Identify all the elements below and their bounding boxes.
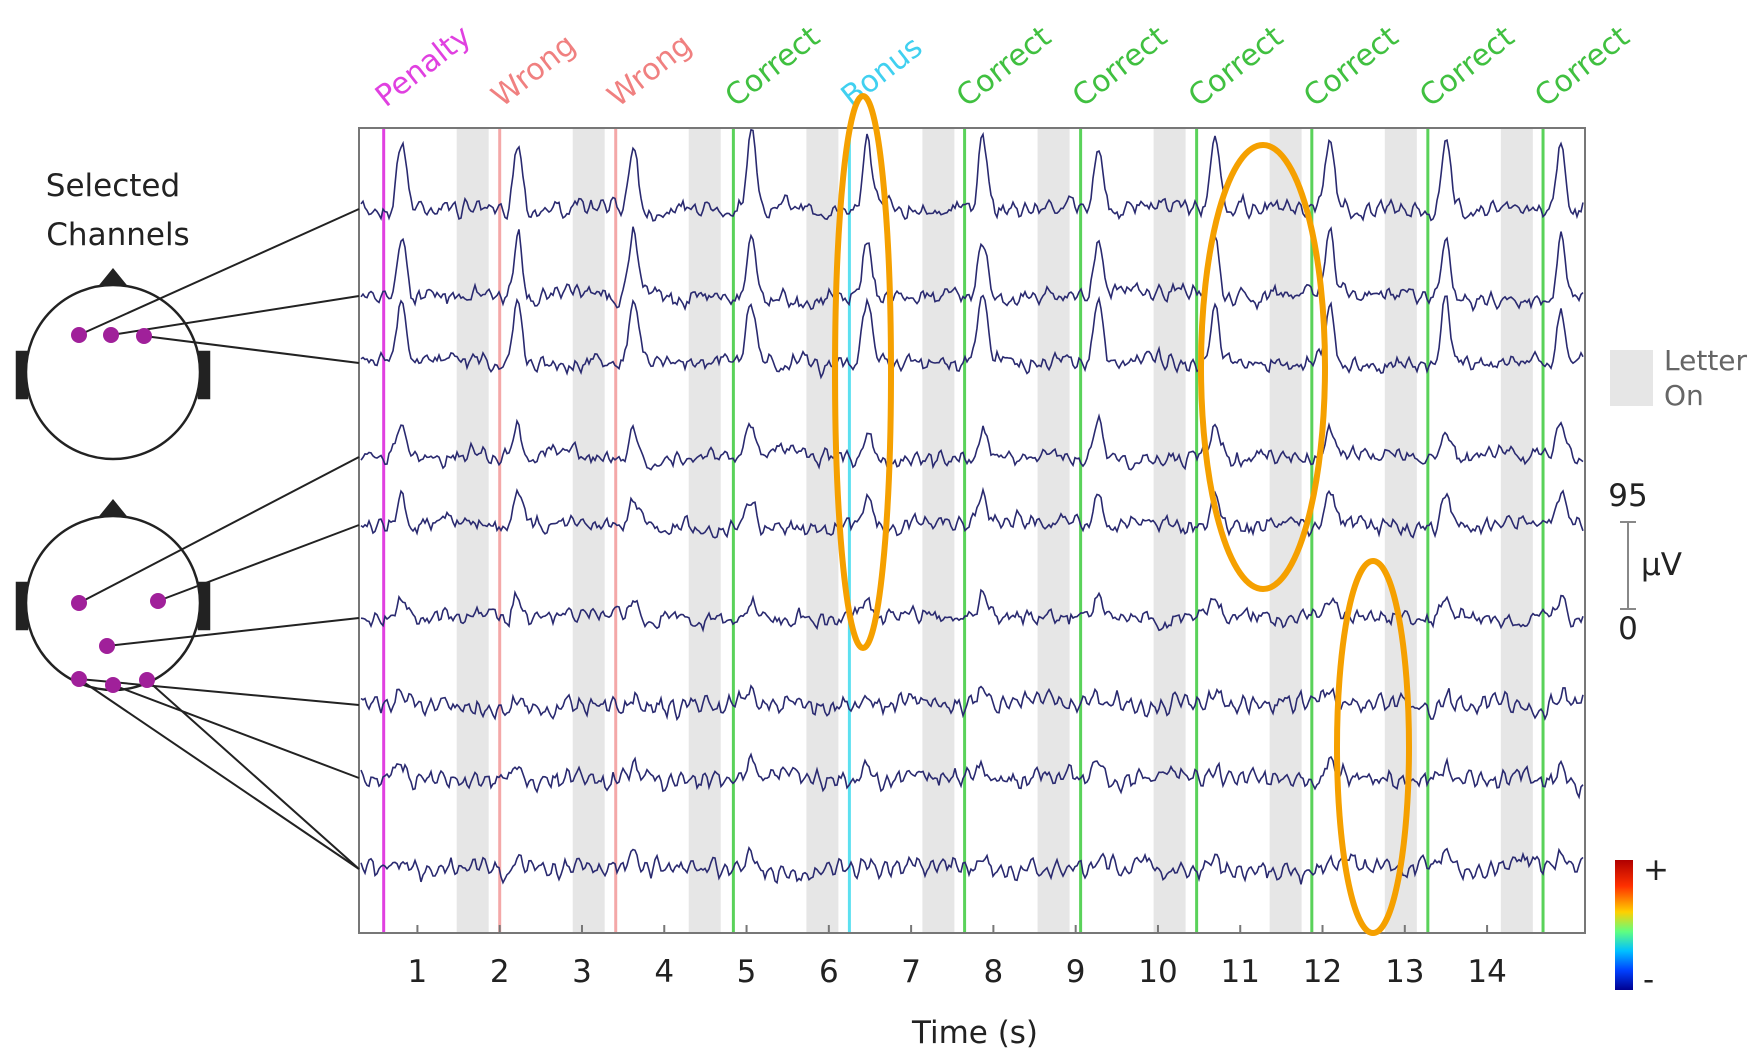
event-label: Penalty [369, 19, 478, 115]
letter-band [572, 128, 605, 933]
x-tick-label: 1 [408, 954, 428, 990]
channel-connectors [78, 208, 360, 870]
x-tick-label: 8 [984, 954, 1004, 990]
x-tick-label: 10 [1138, 954, 1177, 990]
head-top [15, 268, 211, 461]
plot-frame [358, 127, 1586, 934]
letter-band [1269, 128, 1302, 933]
event-label: Correct [1182, 19, 1290, 114]
head-bottom [15, 499, 211, 692]
eeg-trace [360, 684, 1584, 722]
electrodes [71, 327, 166, 693]
eeg-trace [360, 486, 1584, 539]
eeg-trace [360, 752, 1584, 800]
scale-unit: µV [1641, 547, 1682, 583]
x-tick-label: 9 [1066, 954, 1086, 990]
letter-band [456, 128, 489, 933]
event-label: Wrong [485, 27, 583, 114]
event-label: Correct [1528, 19, 1636, 114]
letter-band [1037, 128, 1070, 933]
letter-band [922, 128, 955, 933]
legend-label: On [1664, 379, 1704, 412]
colorbar-plus: + [1643, 852, 1669, 888]
colorbar-minus: - [1643, 962, 1654, 998]
event-label: Bonus [835, 30, 930, 115]
eeg-trace [360, 128, 1584, 222]
channel-label: Channels [46, 217, 189, 253]
scale-min: 0 [1618, 611, 1638, 647]
letter-band [1500, 128, 1533, 933]
annotations [832, 93, 1412, 936]
x-tick-label: 13 [1385, 954, 1424, 990]
event-label: Correct [1066, 19, 1174, 114]
x-tick-label: 5 [737, 954, 757, 990]
colorbar [1615, 860, 1633, 990]
event-label: Correct [719, 19, 827, 114]
legend-swatch [1610, 350, 1653, 406]
plot [360, 128, 1584, 933]
event-label: Wrong [601, 27, 699, 114]
channel-label: Selected [46, 168, 180, 204]
x-tick-label: 7 [901, 954, 921, 990]
legend-label: Letter [1664, 344, 1748, 377]
x-tick-label: 2 [490, 954, 510, 990]
eeg-trace [360, 413, 1584, 471]
x-tick-label: 11 [1221, 954, 1260, 990]
eeg-trace [360, 294, 1584, 380]
x-tick-label: 6 [819, 954, 839, 990]
x-tick-label: 14 [1467, 954, 1506, 990]
event-label: Correct [950, 19, 1058, 114]
letter-bands [456, 128, 1533, 933]
scale-max: 95 [1608, 478, 1647, 514]
x-tick-label: 12 [1303, 954, 1342, 990]
x-tick-label: 4 [654, 954, 674, 990]
event-label: Correct [1413, 19, 1521, 114]
x-axis-label: Time (s) [911, 1015, 1038, 1051]
event-label: Correct [1297, 19, 1405, 114]
x-tick-label: 3 [572, 954, 592, 990]
eeg-trace [360, 845, 1584, 885]
letter-band [1384, 128, 1417, 933]
eeg-trace [360, 588, 1584, 633]
eeg-trace [360, 226, 1584, 313]
